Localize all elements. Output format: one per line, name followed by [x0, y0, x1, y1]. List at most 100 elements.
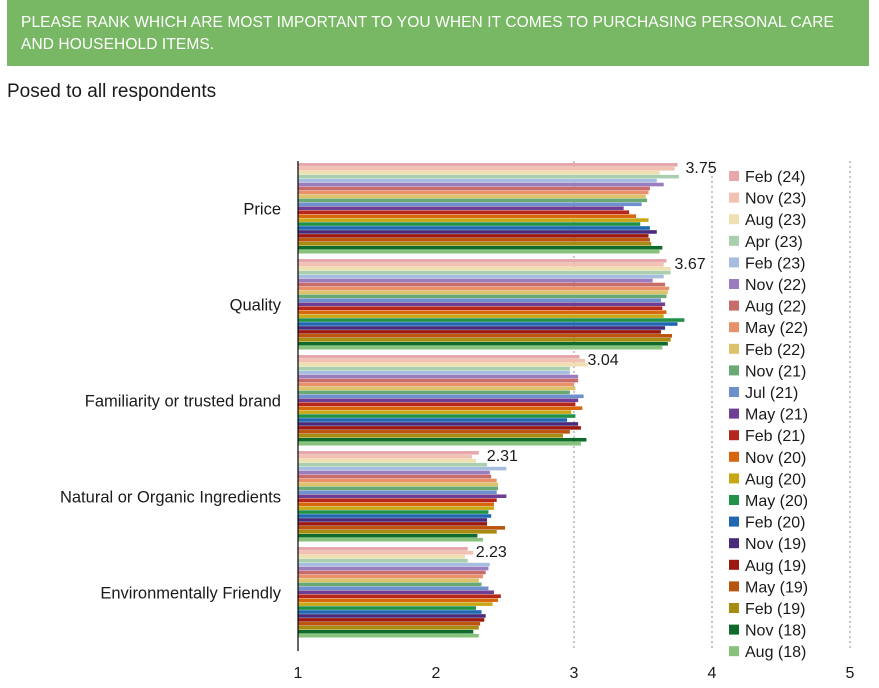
bar-nov-22-2 — [298, 374, 579, 379]
bar-may-22-3 — [298, 478, 497, 483]
bar-feb-20-0 — [298, 226, 650, 230]
bar-aug-19-2 — [298, 426, 581, 430]
bar-aug-18-0 — [298, 249, 660, 254]
bar-nov-22-1 — [298, 278, 653, 283]
legend-label: Nov (22) — [745, 277, 806, 294]
bar-nov-23-3 — [298, 454, 472, 459]
bar-nov-23-2 — [298, 358, 586, 363]
bar-may-19-4 — [298, 622, 481, 626]
bar-may-19-3 — [298, 526, 505, 530]
bar-aug-20-0 — [298, 218, 649, 222]
bar-feb-20-1 — [298, 322, 678, 326]
bar-aug-19-4 — [298, 618, 485, 622]
bar-may-19-1 — [298, 334, 672, 338]
legend-swatch — [729, 408, 739, 419]
legend-label: Aug (22) — [745, 299, 806, 316]
legend-label: Feb (23) — [745, 255, 805, 272]
bar-may-21-2 — [298, 398, 579, 403]
legend-swatch — [729, 257, 739, 268]
bar-nov-21-4 — [298, 582, 482, 587]
bar-feb-22-2 — [298, 386, 576, 391]
bar-nov-18-3 — [298, 533, 478, 538]
legend-swatch — [729, 214, 739, 225]
x-tick-label: 5 — [846, 665, 855, 682]
bar-may-22-0 — [298, 190, 649, 195]
data-label: 2.31 — [487, 448, 518, 465]
bar-nov-19-4 — [298, 614, 486, 618]
category-label: Familiarity or trusted brand — [85, 392, 281, 410]
legend-label: Aug (19) — [745, 558, 806, 575]
legend-swatch — [729, 343, 739, 354]
legend-swatch — [729, 646, 739, 657]
legend-label: May (20) — [745, 493, 808, 510]
data-label: 3.04 — [588, 352, 619, 369]
bar-feb-21-3 — [298, 498, 497, 502]
bar-feb-19-2 — [298, 434, 563, 438]
bar-feb-24-4 — [298, 547, 468, 551]
category-label: Price — [243, 200, 281, 218]
legend-swatch — [729, 581, 739, 592]
x-tick-label: 4 — [708, 665, 717, 682]
bar-nov-18-2 — [298, 437, 587, 442]
bar-may-21-3 — [298, 494, 507, 499]
legend-swatch — [729, 171, 739, 181]
legend-swatch — [729, 430, 739, 441]
category-label: Quality — [230, 296, 282, 314]
bar-nov-20-1 — [298, 310, 667, 314]
legend-label: Nov (23) — [745, 191, 806, 208]
bar-aug-20-4 — [298, 602, 493, 606]
bar-aug-20-2 — [298, 410, 572, 414]
bar-feb-23-4 — [298, 562, 490, 567]
bar-may-20-4 — [298, 606, 477, 610]
x-tick-label: 2 — [432, 665, 441, 682]
bar-aug-19-1 — [298, 330, 661, 334]
bar-nov-23-4 — [298, 550, 474, 555]
bar-jul-21-3 — [298, 490, 497, 495]
legend-label: May (21) — [745, 407, 808, 424]
category-label: Natural or Organic Ingredients — [60, 488, 281, 506]
bar-nov-21-3 — [298, 486, 499, 491]
bar-jul-21-4 — [298, 586, 489, 591]
bar-aug-22-1 — [298, 282, 666, 287]
legend-label: Feb (21) — [745, 428, 805, 445]
bar-may-21-1 — [298, 302, 666, 307]
bar-feb-20-2 — [298, 418, 568, 422]
data-label: 3.75 — [686, 160, 717, 177]
bar-feb-19-3 — [298, 530, 497, 534]
legend-swatch — [729, 322, 739, 333]
header-text: PLEASE RANK WHICH ARE MOST IMPORTANT TO … — [21, 14, 834, 53]
bar-nov-19-2 — [298, 422, 579, 426]
legend-label: Aug (18) — [745, 644, 806, 661]
bar-aug-23-0 — [298, 170, 660, 175]
legend-swatch — [729, 387, 739, 397]
bar-nov-23-0 — [298, 166, 675, 171]
bar-feb-21-4 — [298, 594, 501, 598]
legend-swatch — [729, 624, 739, 635]
legend-label: Nov (18) — [745, 623, 806, 640]
bar-feb-24-2 — [298, 355, 580, 359]
legend-label: Aug (20) — [745, 471, 806, 488]
legend-label: Feb (20) — [745, 515, 805, 532]
bar-nov-18-1 — [298, 341, 668, 346]
bar-aug-19-0 — [298, 234, 649, 238]
bar-may-20-3 — [298, 510, 489, 514]
legend-label: May (19) — [745, 579, 808, 596]
legend-label: May (22) — [745, 320, 808, 337]
legend-label: Nov (20) — [745, 450, 806, 467]
bar-aug-22-0 — [298, 186, 650, 191]
x-tick-label: 1 — [294, 665, 303, 682]
bar-nov-19-1 — [298, 326, 666, 330]
legend-label: Jul (21) — [745, 385, 798, 402]
bar-aug-20-1 — [298, 314, 664, 318]
legend-label: Apr (23) — [745, 234, 803, 251]
bar-aug-18-1 — [298, 345, 663, 350]
bar-may-22-4 — [298, 574, 483, 579]
bar-nov-20-2 — [298, 406, 583, 410]
bar-aug-23-1 — [298, 266, 671, 271]
bar-feb-24-1 — [298, 259, 667, 263]
bar-may-21-4 — [298, 590, 494, 595]
header-banner: PLEASE RANK WHICH ARE MOST IMPORTANT TO … — [7, 0, 869, 66]
bar-feb-21-2 — [298, 402, 576, 406]
bar-aug-23-2 — [298, 362, 588, 367]
bar-jul-21-2 — [298, 394, 584, 399]
